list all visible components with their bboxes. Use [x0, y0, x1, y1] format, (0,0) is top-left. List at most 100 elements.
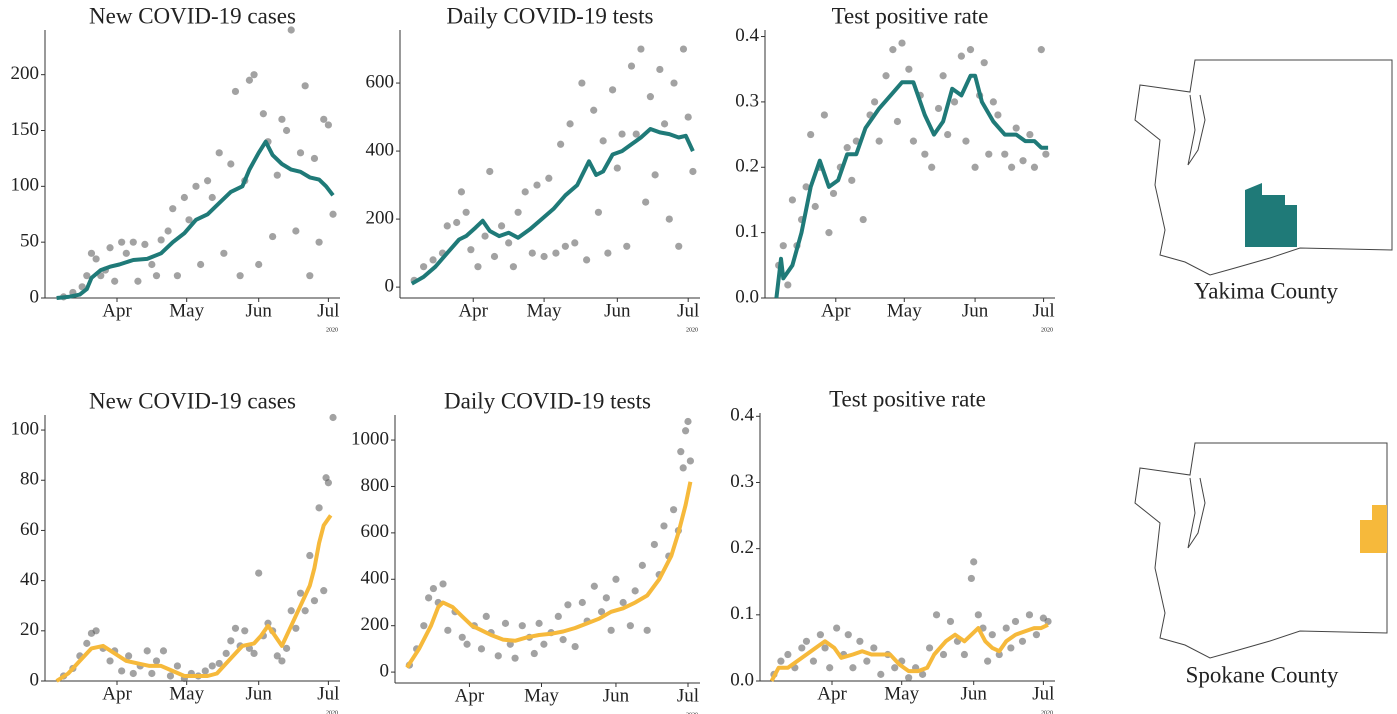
data-point — [950, 98, 959, 106]
y-tick-label: 0 — [380, 660, 390, 681]
x-tick-label: May — [887, 300, 922, 321]
data-point — [811, 202, 819, 211]
y-tick-label: 200 — [361, 614, 390, 635]
data-point — [320, 587, 328, 595]
data-point — [152, 657, 161, 665]
data-point — [227, 637, 235, 645]
data-point — [443, 222, 451, 230]
chart-title: Daily COVID-19 tests — [444, 388, 651, 413]
trend-line — [410, 127, 695, 286]
data-point — [482, 612, 490, 621]
chart-title: New COVID-19 cases — [89, 3, 296, 28]
x-tick-label: Apr — [458, 300, 488, 321]
data-point — [619, 598, 627, 607]
data-point — [995, 650, 1003, 659]
data-point — [208, 662, 216, 670]
data-point — [631, 587, 639, 595]
data-point — [689, 167, 697, 176]
data-point — [1032, 631, 1041, 639]
data-point — [821, 644, 829, 652]
data-point — [875, 137, 883, 145]
chart-title: Test positive rate — [832, 3, 989, 28]
data-point — [420, 622, 428, 630]
data-point — [92, 627, 100, 635]
x-tick-label: May — [527, 300, 562, 321]
data-point — [83, 639, 91, 647]
data-point — [980, 59, 988, 67]
x-tick-label: Apr — [455, 685, 485, 706]
data-point — [173, 662, 182, 670]
data-point — [946, 617, 955, 626]
data-point — [642, 198, 650, 206]
data-point — [296, 149, 305, 157]
y-tick-label: 0.2 — [730, 537, 754, 558]
y-tick-label: 0.4 — [730, 405, 754, 426]
data-point — [594, 208, 603, 216]
data-point — [578, 598, 586, 607]
y-tick-label: 400 — [361, 568, 390, 589]
data-point — [533, 181, 541, 189]
data-point — [457, 188, 466, 196]
data-point — [684, 417, 692, 426]
data-point — [241, 627, 249, 635]
data-point — [829, 189, 838, 198]
chart: Daily COVID-19 tests 0 200 400 600 800 1000 Apr… — [351, 388, 700, 714]
x-tick-label: Jun — [603, 685, 630, 706]
data-point — [779, 242, 787, 250]
x-tick-label: Jun — [960, 683, 987, 704]
data-point — [802, 183, 810, 191]
data-point — [329, 210, 337, 218]
data-point — [970, 558, 978, 566]
data-point — [571, 642, 579, 651]
data-point — [871, 98, 879, 106]
data-point — [1008, 163, 1016, 171]
data-point — [329, 413, 337, 422]
data-point — [173, 272, 182, 280]
map-label: Spokane County — [1186, 662, 1339, 687]
data-point — [481, 232, 489, 240]
data-point — [152, 272, 161, 280]
x-tick-label: Apr — [821, 300, 851, 321]
data-point — [660, 120, 669, 128]
data-point — [877, 670, 885, 678]
data-point — [816, 631, 824, 639]
data-point — [944, 130, 952, 139]
x-tick-label: May — [524, 685, 559, 706]
data-point — [273, 171, 281, 179]
data-point — [643, 626, 651, 634]
x-tick-label: Jun — [245, 683, 272, 704]
data-point — [227, 160, 235, 168]
data-point — [490, 252, 499, 261]
data-point — [514, 208, 522, 216]
data-point — [898, 39, 906, 47]
data-point — [301, 82, 309, 90]
x-tick-label: Jul — [317, 683, 339, 704]
data-point — [1011, 617, 1020, 626]
y-tick-label: 1000 — [351, 428, 389, 449]
data-point — [282, 644, 291, 652]
data-point — [180, 193, 188, 202]
data-point — [656, 65, 664, 74]
data-point — [820, 111, 828, 119]
data-point — [324, 121, 332, 129]
data-point — [809, 657, 818, 665]
data-point — [292, 227, 300, 235]
data-point — [122, 249, 130, 257]
trend-line — [405, 481, 693, 669]
data-point — [675, 242, 683, 250]
data-point — [985, 150, 993, 158]
map: Yakima County — [1134, 59, 1393, 303]
data-point — [891, 664, 899, 672]
data-point — [646, 93, 654, 101]
y-tick-label: 200 — [11, 63, 40, 84]
data-point — [273, 652, 281, 660]
data-point — [310, 154, 319, 163]
data-point — [1026, 130, 1034, 139]
data-point — [651, 171, 659, 179]
chart: New COVID-19 cases 0 50 100 150 200 Apr May Jun J… — [11, 3, 340, 333]
data-point — [540, 640, 548, 648]
data-point — [849, 664, 857, 672]
data-point — [863, 657, 871, 665]
data-point — [301, 607, 309, 615]
data-point — [159, 647, 168, 655]
